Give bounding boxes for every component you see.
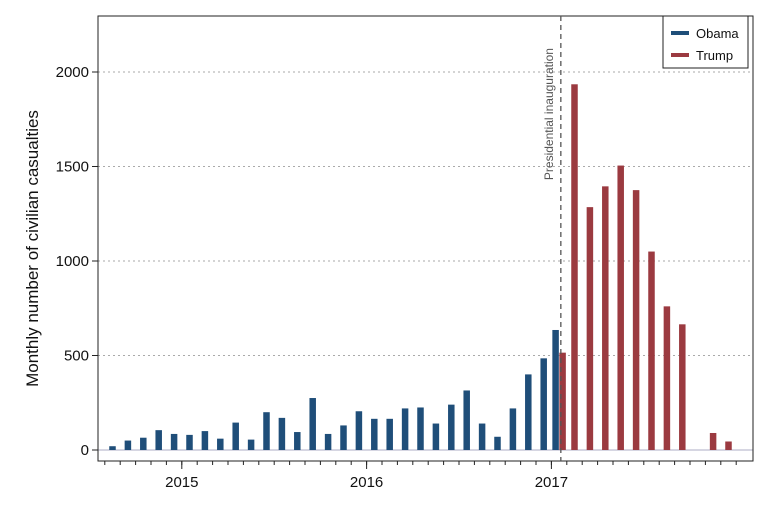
bar-obama	[525, 374, 532, 450]
bar-trump	[709, 432, 717, 450]
y-tick-label: 1000	[56, 253, 89, 270]
bar-obama	[109, 446, 116, 450]
bar-trump	[586, 207, 594, 450]
bar-trump	[679, 324, 686, 450]
x-tick-label: 2017	[535, 474, 568, 491]
bar-obama	[309, 398, 316, 450]
bar-trump	[663, 306, 671, 450]
y-tick-label: 0	[81, 442, 89, 459]
bar-obama	[386, 418, 393, 450]
y-tick-label: 1500	[56, 159, 89, 176]
bar-obama	[478, 423, 486, 450]
bar-obama	[432, 423, 440, 450]
bar-obama	[186, 434, 193, 450]
bar-obama	[232, 422, 239, 450]
bar-obama	[155, 430, 162, 450]
bar-trump	[559, 352, 566, 450]
bar-obama	[263, 412, 270, 450]
plot-frame	[97, 15, 754, 462]
bar-obama	[217, 438, 224, 450]
legend-box	[662, 15, 749, 69]
bar-obama	[371, 418, 378, 450]
bars	[109, 84, 732, 450]
bar-obama	[170, 433, 178, 450]
bar-trump	[725, 441, 732, 450]
inauguration-label: Presidential inauguration	[542, 48, 556, 180]
bar-trump	[602, 186, 609, 450]
legend-label-obama: Obama	[696, 26, 739, 41]
bar-obama	[140, 437, 147, 450]
bar-obama	[124, 440, 132, 450]
y-tick-label: 2000	[56, 64, 89, 81]
bar-obama	[324, 433, 332, 450]
bar-obama	[355, 411, 363, 450]
bar-trump	[571, 84, 578, 450]
legend-label-trump: Trump	[696, 48, 733, 63]
bar-obama	[201, 431, 209, 450]
y-axis-title: Monthly number of civilian casualties	[23, 110, 42, 387]
legend: Obama Trump	[662, 15, 749, 69]
bar-obama	[540, 358, 547, 450]
y-tick-label: 500	[64, 348, 89, 365]
bar-obama	[340, 425, 347, 450]
bar-obama	[401, 408, 409, 450]
axes: 0 500 1000 1500 2000 2015 2016 2017 Monthly numb…	[23, 64, 737, 491]
bar-obama	[494, 436, 501, 450]
bar-obama	[278, 417, 286, 450]
annotation: Presidential inauguration	[542, 16, 562, 461]
bar-obama	[448, 404, 455, 450]
x-tick-label: 2015	[165, 474, 198, 491]
bar-obama	[247, 439, 255, 450]
x-tick-label: 2016	[350, 474, 383, 491]
bar-obama	[463, 390, 470, 450]
bar-obama	[417, 407, 424, 450]
bar-obama	[552, 329, 559, 450]
bar-trump	[617, 165, 624, 450]
bar-trump	[648, 251, 655, 450]
bar-obama	[509, 408, 517, 450]
plot-border	[97, 15, 754, 462]
bar-trump	[632, 190, 640, 450]
bar-obama	[294, 432, 301, 450]
